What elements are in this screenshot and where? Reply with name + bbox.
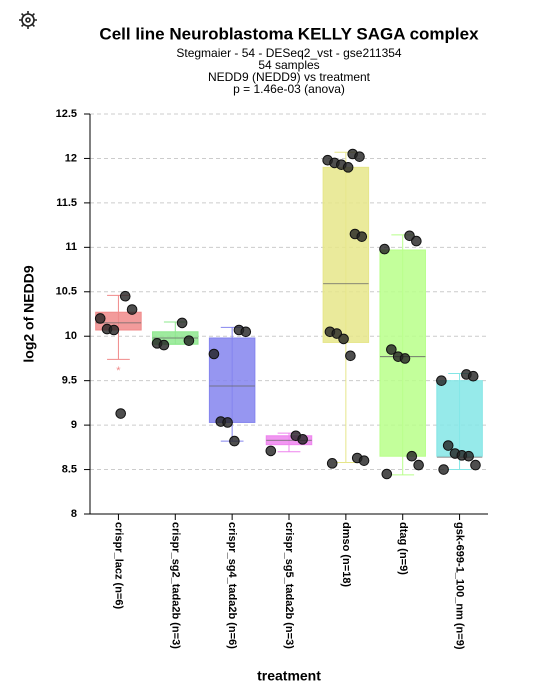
data-point [463,450,474,462]
x-tick-label: dtag (n=9) [397,522,409,575]
data-point [94,313,106,324]
data-point [342,162,354,173]
x-tick-label: crispr_lacz (n=6) [113,522,125,609]
data-point [338,333,349,345]
data-point [208,348,220,360]
data-point [467,370,479,382]
subtitle: 54 samples [258,58,319,72]
x-axis-label: treatment [257,668,321,684]
data-point [297,434,308,445]
data-point [229,435,240,447]
data-point [381,468,393,480]
chart-title: Cell line Neuroblastoma KELLY SAGA compl… [99,24,479,43]
data-point [386,344,397,355]
data-point [183,335,195,346]
data-point [358,455,370,466]
data-point [326,458,338,469]
y-tick-label: 12 [65,152,77,164]
data-point [354,151,365,162]
box [379,249,426,457]
y-tick-label: 10 [65,330,77,342]
data-point [345,350,356,362]
data-point [331,328,343,339]
y-tick-label: 8 [71,508,77,520]
data-point [119,290,131,302]
x-tick-label: crispr_sg2_tada2b (n=3) [169,522,181,649]
x-tick-label: dmso (n=18) [340,522,352,587]
data-point [222,417,233,428]
y-tick-label: 10.5 [56,286,77,298]
data-point [442,440,454,451]
data-point [126,304,138,315]
y-tick-label: 12.5 [56,108,77,120]
data-point [240,326,252,338]
x-tick-label: crispr_sg4_tada2b (n=6) [226,522,238,649]
data-point [470,459,481,471]
data-point [411,235,422,247]
box [322,166,370,343]
data-point [436,375,447,386]
subtitle: p = 1.46e-03 (anova) [233,82,345,96]
y-axis-label: log2 of NEDD9 [21,265,37,362]
data-point [438,464,449,475]
data-point [158,339,170,351]
outlier: * [116,365,121,377]
data-point [356,231,368,242]
y-tick-label: 9.5 [62,375,77,387]
data-point [115,408,127,419]
data-point [265,445,277,457]
data-point [399,353,411,364]
subtitle: NEDD9 (NEDD9) vs treatment [208,70,371,84]
y-tick-label: 11.5 [56,197,77,209]
data-point [108,324,120,336]
x-tick-label: gsk-699-1_100_nm (n=9) [454,522,466,650]
y-tick-label: 11 [65,241,77,253]
y-tick-label: 8.5 [62,463,77,475]
settings-icon[interactable] [19,11,37,29]
y-tick-label: 9 [71,419,77,431]
data-point [176,317,188,329]
gear-hub [25,17,31,23]
x-tick-label: crispr_sg5_tada2b (n=3) [283,522,295,649]
subtitle: Stegmaier - 54 - DESeq2_vst - gse211354 [176,46,402,60]
data-point [379,243,390,255]
data-point [413,459,424,471]
gear-teeth [19,11,37,29]
data-point [406,450,418,462]
data-point [404,230,415,242]
